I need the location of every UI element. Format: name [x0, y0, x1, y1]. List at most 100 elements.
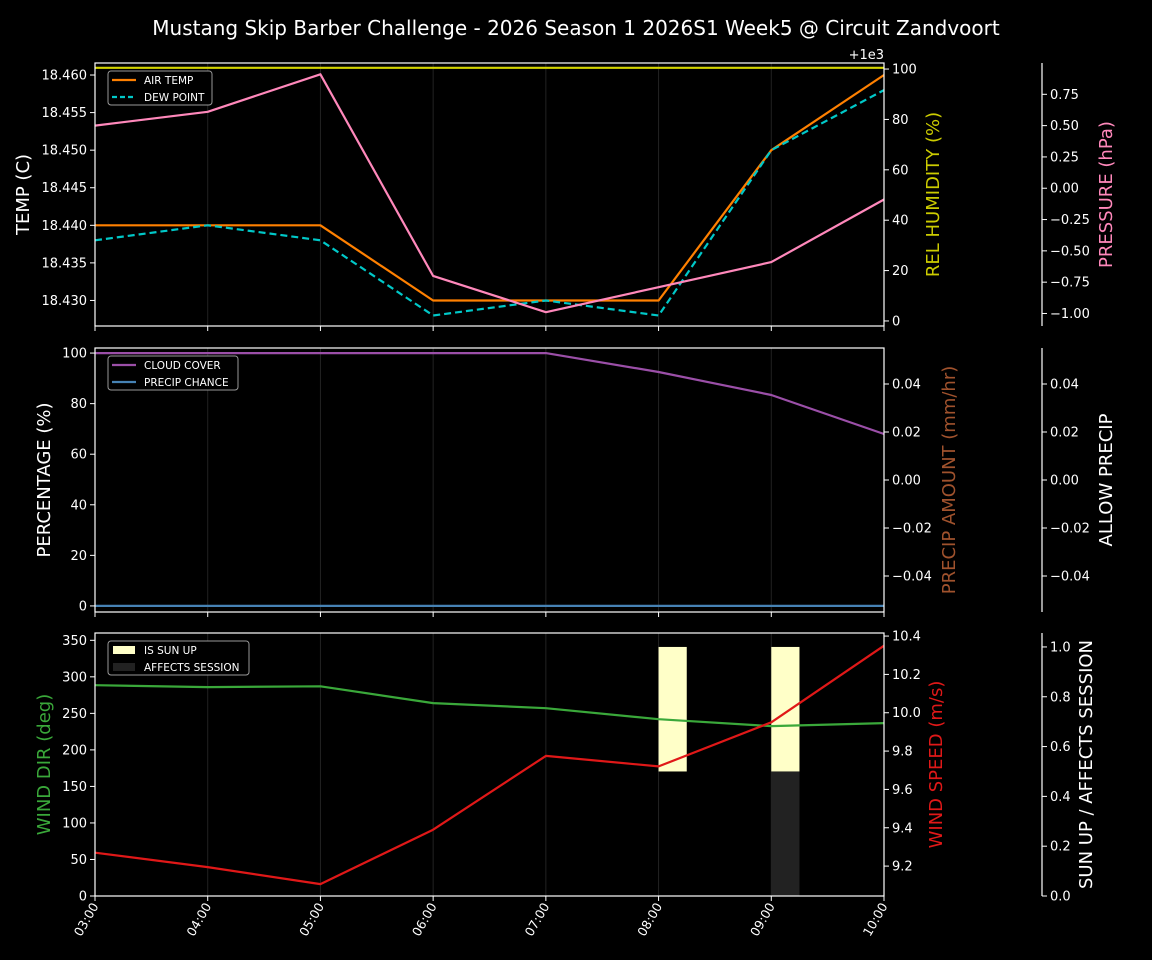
left-tick-label: 0 — [79, 599, 87, 614]
right-tick-label: 9.4 — [892, 821, 913, 836]
legend-box — [107, 640, 250, 676]
third-tick-label: 1.0 — [1050, 640, 1071, 655]
series-line-right-axis-1 — [94, 644, 885, 886]
plot-frame — [94, 62, 885, 327]
right-axis-label: REL HUMIDITY (%) — [923, 112, 944, 277]
legend: IS SUN UP AFFECTS SESSION — [107, 640, 250, 676]
third-tick-label: 0.8 — [1050, 690, 1071, 705]
legend-swatch — [113, 646, 135, 654]
right-tick-label: 100 — [892, 63, 917, 78]
legend-label: PRECIP CHANCE — [144, 377, 229, 389]
third-tick-label: 0.4 — [1050, 790, 1071, 805]
legend-label: IS SUN UP — [144, 645, 197, 657]
legend: CLOUD COVER PRECIP CHANCE — [107, 355, 239, 391]
right-tick-label: 10.0 — [892, 706, 921, 721]
left-axis-label: WIND DIR (deg) — [34, 694, 55, 836]
left-axis-label: PERCENTAGE (%) — [34, 402, 55, 557]
right-tick-label: 80 — [892, 113, 909, 128]
third-tick-label: 0.75 — [1050, 88, 1079, 103]
third-tick-label: 0.2 — [1050, 840, 1071, 855]
third-tick-label: −0.02 — [1050, 522, 1090, 537]
left-tick-label: 300 — [62, 670, 87, 685]
right-tick-label: 60 — [892, 163, 909, 178]
right-tick-label: 20 — [892, 264, 909, 279]
legend-label: CLOUD COVER — [144, 360, 221, 372]
legend-label: AIR TEMP — [144, 75, 193, 87]
third-axis-label: ALLOW PRECIP — [1096, 413, 1117, 546]
right-tick-label: 9.6 — [892, 783, 913, 798]
panel-3: 0 50 100 150 200 250 300 350 9.2 9.4 9.6 9.8 10.0 10.… — [34, 630, 1097, 905]
x-tick-label: 08:00 — [634, 900, 665, 939]
right-tick-label: 0 — [892, 314, 900, 329]
series-line-cloud-cover — [95, 352, 885, 436]
x-tick-label: 04:00 — [183, 900, 214, 939]
third-tick-label: −1.00 — [1050, 307, 1090, 322]
x-tick-label: 10:00 — [860, 900, 891, 939]
third-tick-label: 0.25 — [1050, 150, 1079, 165]
right-tick-label: −0.02 — [892, 522, 932, 537]
third-tick-label: 0.02 — [1050, 426, 1079, 441]
right-tick-label: 9.8 — [892, 745, 913, 760]
right-tick-label: 10.4 — [892, 630, 921, 645]
right-tick-label: 10.2 — [892, 668, 921, 683]
legend-box — [107, 355, 239, 391]
left-tick-label: 60 — [70, 448, 87, 463]
right-tick-label: 9.2 — [892, 860, 913, 875]
left-axis-label: TEMP (C) — [13, 154, 34, 236]
series-line-air-temp — [95, 74, 885, 302]
third-tick-label: 0.50 — [1050, 119, 1079, 134]
left-tick-label: 80 — [70, 397, 87, 412]
left-tick-label: 250 — [62, 707, 87, 722]
panel-1: 18.430 18.435 18.440 18.445 18.450 18.455 18.4… — [13, 48, 1117, 329]
left-tick-label: 18.450 — [42, 144, 88, 159]
x-tick-label: 07:00 — [521, 900, 552, 939]
x-tick-label: 09:00 — [747, 900, 778, 939]
legend: AIR TEMP DEW POINT — [107, 70, 213, 106]
legend-label: AFFECTS SESSION — [144, 662, 240, 674]
left-tick-label: 40 — [70, 498, 87, 513]
left-tick-label: 18.460 — [42, 69, 88, 84]
right-tick-label: −0.04 — [892, 570, 932, 585]
third-tick-label: 0.04 — [1050, 378, 1079, 393]
third-axis-label: PRESSURE (hPa) — [1096, 121, 1117, 268]
x-tick-label: 06:00 — [409, 900, 440, 939]
left-tick-label: 18.435 — [42, 256, 88, 271]
legend-label: DEW POINT — [144, 92, 205, 104]
third-tick-label: 0.00 — [1050, 474, 1079, 489]
right-tick-label: 0.00 — [892, 474, 921, 489]
left-tick-label: 18.440 — [42, 219, 88, 234]
left-tick-label: 200 — [62, 743, 87, 758]
third-tick-label: −0.04 — [1050, 570, 1090, 585]
left-tick-label: 50 — [70, 853, 87, 868]
left-tick-label: 18.455 — [42, 106, 88, 121]
right-tick-label: 0.02 — [892, 426, 921, 441]
left-tick-label: 18.430 — [42, 294, 88, 309]
series-line-third-axis-3 — [94, 73, 885, 314]
series-line-dew-point — [94, 89, 885, 317]
right-axis-label: WIND SPEED (m/s) — [926, 681, 947, 849]
bar-is-sun-up — [771, 646, 800, 772]
left-tick-label: 350 — [62, 634, 87, 649]
third-tick-label: −0.25 — [1050, 213, 1090, 228]
left-tick-label: 100 — [62, 347, 87, 362]
right-tick-label: 40 — [892, 214, 909, 229]
right-tick-label: 0.04 — [892, 378, 921, 393]
panel-2: 0 20 40 60 80 100 −0.04 −0.02 0.00 0.02 0.04 −0.04 −… — [34, 347, 1117, 615]
third-tick-label: −0.50 — [1050, 244, 1090, 259]
bar-affects-session — [771, 771, 800, 896]
x-tick-label: 03:00 — [71, 900, 102, 939]
third-tick-label: 0.00 — [1050, 182, 1079, 197]
third-axis-label: SUN UP / AFFECTS SESSION — [1076, 640, 1097, 889]
offset-text: +1e3 — [849, 48, 884, 63]
bar-is-sun-up — [658, 646, 687, 772]
left-tick-label: 100 — [62, 816, 87, 831]
x-tick-label: 05:00 — [296, 900, 327, 939]
right-axis-label: PRECIP AMOUNT (mm/hr) — [939, 366, 960, 595]
third-tick-label: −0.75 — [1050, 276, 1090, 291]
plot-frame — [94, 632, 885, 897]
third-tick-label: 0.6 — [1050, 740, 1071, 755]
left-tick-label: 150 — [62, 780, 87, 795]
left-tick-label: 20 — [70, 549, 87, 564]
left-tick-label: 18.445 — [42, 181, 88, 196]
